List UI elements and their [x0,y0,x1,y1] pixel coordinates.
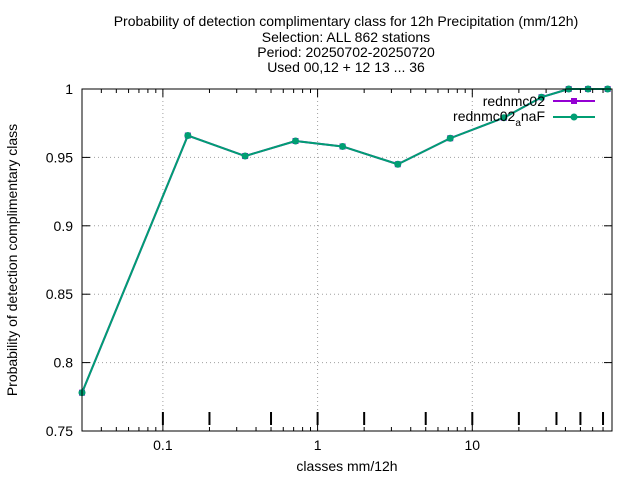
series-rednmc02 [79,86,611,396]
x-axis-label: classes mm/12h [296,458,397,474]
chart-title-line: Probability of detection complimentary c… [114,13,579,29]
series-line [81,88,608,394]
legend-label-main: rednmc02 [453,108,515,124]
y-tick-label: 0.9 [54,218,74,234]
threshold-markers [161,412,605,425]
data-point [500,114,508,122]
grid [82,89,612,431]
chart-title-line: Used 00,12 + 12 13 ... 36 [267,59,425,75]
legend-label-subscript: a [515,118,521,129]
chart-title: Probability of detection complimentary c… [114,13,579,75]
chart-title-line: Selection: ALL 862 stations [262,29,430,45]
y-tick-label: 1 [65,81,73,97]
data-point [394,160,402,168]
x-tick-label: 1 [314,437,322,453]
data-point [184,132,192,140]
chart-title-line: Period: 20250702-20250720 [257,44,435,60]
data-point [446,134,454,142]
axis-ticks: 0.75 0.8 0.85 0.9 0.95 1 0.1 1 10 [46,81,612,453]
series-layer [78,85,612,397]
legend-marker-rednmc02-anaf [570,113,578,121]
legend-label-suffix: naF [521,108,545,124]
x-tick-label: 10 [465,437,481,453]
legend-label-rednmc02: rednmc02 [483,93,545,109]
data-point [241,152,249,160]
y-axis-label: Probability of detection complimentary c… [4,124,20,396]
y-tick-label: 0.85 [46,286,73,302]
x-tick-label: 0.1 [153,437,173,453]
legend-marker-rednmc02 [571,98,577,104]
plot-area-frame [81,88,613,432]
series-line [81,88,608,394]
y-tick-label: 0.75 [46,423,73,439]
series-rednmc02-anaf [78,85,612,397]
data-point [537,93,545,101]
y-tick-label: 0.95 [46,149,73,165]
data-point [339,142,347,150]
legend-label-rednmc02-anaf: rednmc02anaF [453,108,545,129]
y-tick-label: 0.8 [54,355,74,371]
data-point [292,137,300,145]
legend: rednmc02 rednmc02anaF [453,93,595,129]
